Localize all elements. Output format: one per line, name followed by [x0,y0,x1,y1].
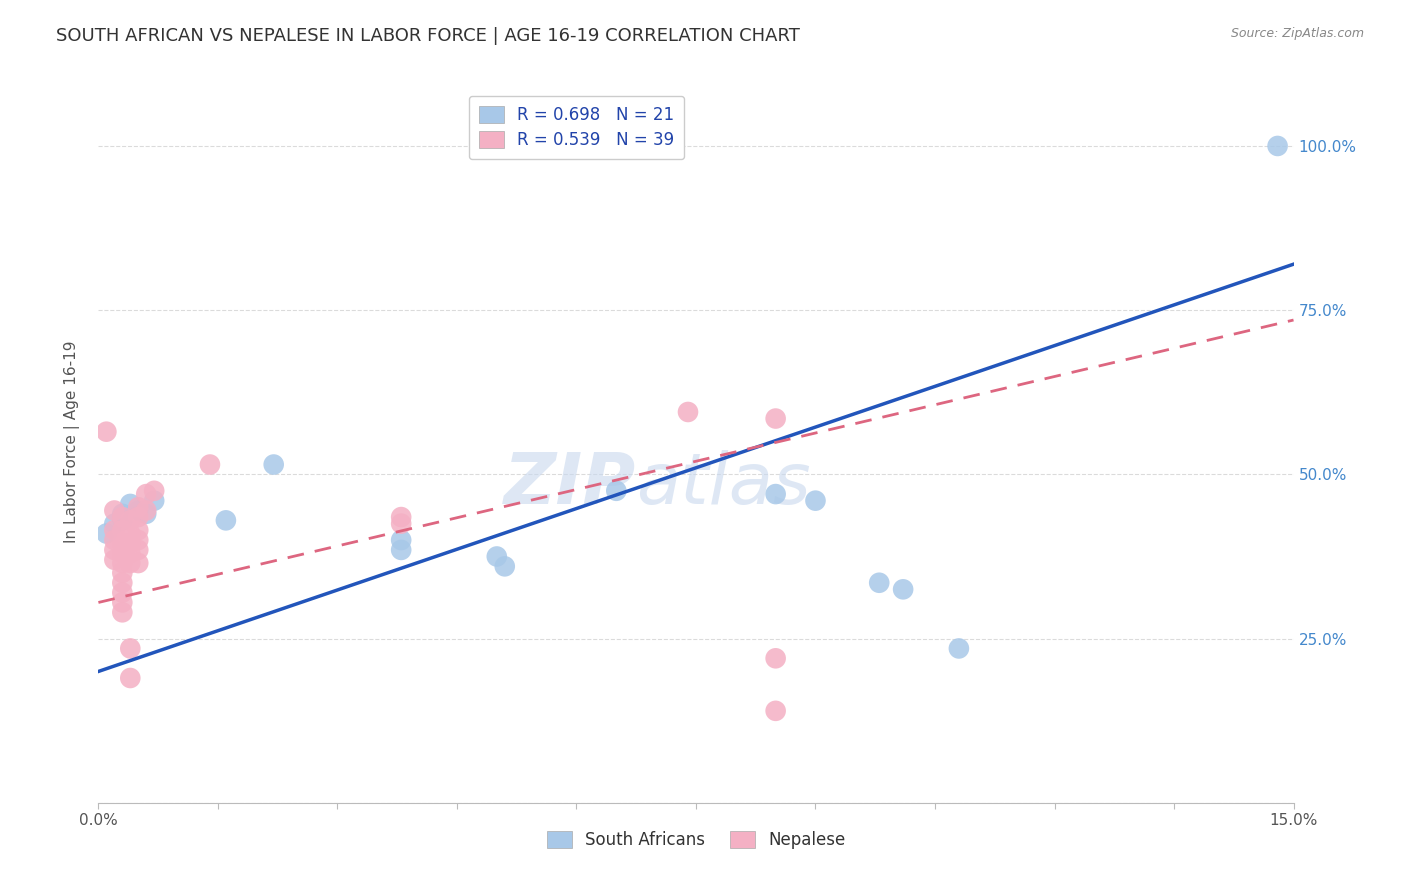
Point [120,556,142,570]
Point [389,510,412,524]
Point [111,566,134,580]
Point [111,513,134,527]
Point [676,405,699,419]
Point [389,542,412,557]
Point [111,595,134,609]
Point [127,542,149,557]
Point [135,507,157,521]
Point [127,503,149,517]
Point [103,523,125,537]
Point [120,641,142,656]
Legend: South Africans, Nepalese: South Africans, Nepalese [537,822,855,860]
Point [111,507,134,521]
Text: ZIP: ZIP [503,450,637,519]
Point [765,411,787,425]
Point [127,510,149,524]
Point [120,671,142,685]
Point [111,510,134,524]
Point [103,533,125,547]
Point [891,582,914,597]
Point [263,458,285,472]
Text: SOUTH AFRICAN VS NEPALESE IN LABOR FORCE | AGE 16-19 CORRELATION CHART: SOUTH AFRICAN VS NEPALESE IN LABOR FORCE… [56,27,800,45]
Point [389,516,412,531]
Point [120,526,142,541]
Point [135,503,157,517]
Point [389,533,412,547]
Point [103,503,125,517]
Point [120,546,142,560]
Point [804,493,827,508]
Point [485,549,508,564]
Point [111,536,134,550]
Point [765,704,787,718]
Text: Source: ZipAtlas.com: Source: ZipAtlas.com [1230,27,1364,40]
Point [494,559,516,574]
Point [127,523,149,537]
Y-axis label: In Labor Force | Age 16-19: In Labor Force | Age 16-19 [63,340,80,543]
Point [111,556,134,570]
Point [215,513,238,527]
Point [111,523,134,537]
Point [103,553,125,567]
Point [127,556,149,570]
Point [111,585,134,599]
Point [111,575,134,590]
Text: atlas: atlas [637,450,811,519]
Point [120,536,142,550]
Point [120,497,142,511]
Point [765,487,787,501]
Point [111,546,134,560]
Point [103,516,125,531]
Point [111,605,134,619]
Point [96,425,118,439]
Point [1267,139,1289,153]
Point [120,513,142,527]
Point [143,483,166,498]
Point [127,533,149,547]
Point [127,500,149,515]
Point [96,526,118,541]
Point [605,483,627,498]
Point [135,487,157,501]
Point [143,493,166,508]
Point [948,641,970,656]
Point [198,458,221,472]
Point [868,575,890,590]
Point [765,651,787,665]
Point [103,542,125,557]
